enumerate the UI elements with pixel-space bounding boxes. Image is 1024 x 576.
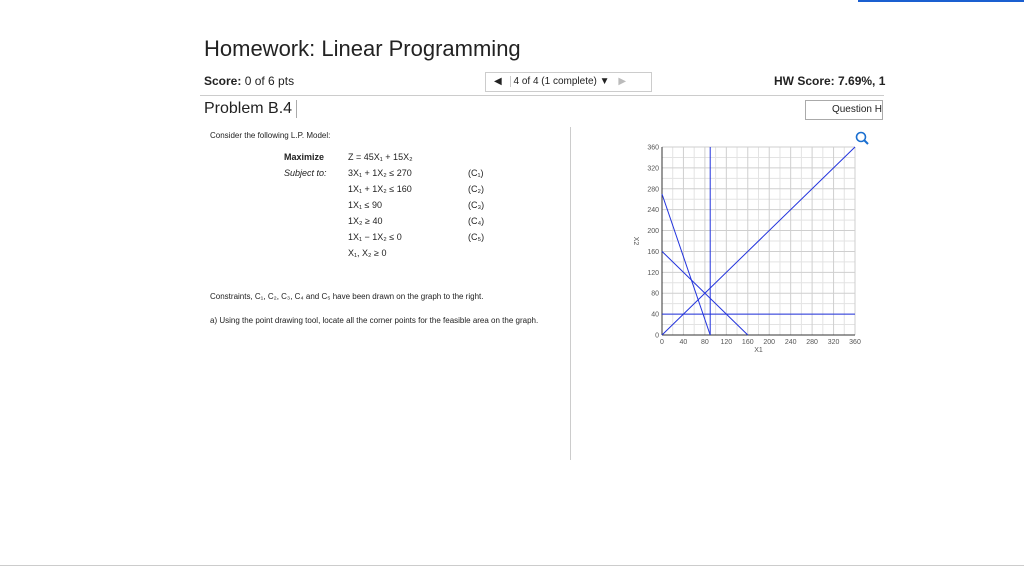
model-cell: (C₁) (468, 168, 484, 178)
model-cell: (C₂) (468, 184, 484, 194)
x-tick-label: 160 (742, 339, 754, 346)
c1-line (661, 193, 711, 336)
y-tick-label: 160 (647, 249, 659, 256)
model-cell: 1X₁ ≤ 90 (348, 200, 382, 210)
model-cell: (C₄) (468, 216, 485, 226)
divider (570, 127, 571, 460)
x-tick-label: 0 (660, 339, 664, 346)
help-text: Question H (831, 104, 882, 115)
graph: 0 40 80 120 160 200 240 280 320 360 0 40 80 120 160 200… (632, 131, 869, 354)
y-tick-label: 200 (647, 228, 659, 235)
x-tick-label: 40 (680, 339, 688, 346)
title: Homework: Linear Programming (204, 36, 521, 61)
intro: Consider the following L.P. Model: (210, 131, 331, 140)
y-tick-label: 360 (647, 145, 659, 152)
nav[interactable]: ◀ 4 of 4 (1 complete) ▼ ▶ (485, 72, 652, 92)
zoom-icon[interactable] (855, 131, 867, 143)
x-tick-label: 360 (849, 339, 861, 346)
problem-title: Problem B.4 (204, 100, 298, 118)
y-tick-label: 0 (655, 333, 659, 340)
note: Constraints, C₁, C₂, C₃, C₄ and C₅ have … (210, 292, 484, 301)
model-cell: 1X₁ − 1X₂ ≤ 0 (348, 232, 402, 242)
model-cell: 1X₁ + 1X₂ ≤ 160 (348, 184, 412, 194)
y-tick-label: 80 (651, 291, 659, 298)
model-cell: (C₃) (468, 200, 485, 210)
hw-score: HW Score: 7.69%, 1 (774, 74, 886, 88)
score-value: 0 of 6 pts (244, 74, 295, 88)
model-cell: 3X₁ + 1X₂ ≤ 270 (348, 168, 412, 178)
x-axis-label: X1 (754, 347, 763, 354)
x-tick-label: 80 (701, 339, 709, 346)
model-cell: X₁, X₂ ≥ 0 (348, 248, 387, 258)
taskbar (0, 565, 1024, 566)
top-bar (858, 0, 1024, 2)
y-tick-label: 320 (647, 165, 659, 172)
model-cell: Maximize (284, 152, 325, 162)
model-cell: (C₅) (468, 232, 485, 242)
model-cell: Z = 45X₁ + 15X₂ (348, 152, 413, 162)
x-tick-label: 120 (720, 339, 732, 346)
y-tick-label: 40 (651, 312, 659, 319)
x-tick-label: 280 (806, 339, 818, 346)
x-tick-label: 320 (828, 339, 840, 346)
y-tick-label: 240 (647, 207, 659, 214)
c5-line (661, 146, 856, 336)
y-tick-label: 280 (647, 186, 659, 193)
help-button[interactable]: Question H (805, 100, 883, 120)
score: Score: 0 of 6 pts (204, 74, 294, 88)
zoom-handle (863, 139, 869, 145)
x-tick-label: 200 (763, 339, 775, 346)
model-cell: Subject to: (284, 168, 327, 178)
model-cell: 1X₂ ≥ 40 (348, 216, 383, 226)
nav-text: 4 of 4 (1 complete) (513, 76, 597, 87)
x-tick-label: 240 (785, 339, 797, 346)
rule (200, 95, 884, 96)
y-tick-label: 120 (647, 270, 659, 277)
score-label: Score: (204, 74, 242, 88)
y-axis-label: X2 (632, 237, 639, 246)
question: a) Using the point drawing tool, locate … (210, 316, 539, 325)
